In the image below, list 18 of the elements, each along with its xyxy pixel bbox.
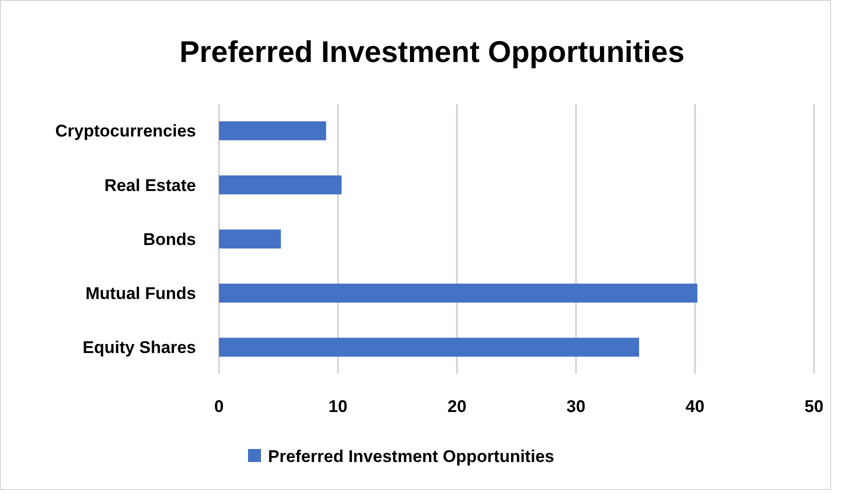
y-tick-label: Mutual Funds bbox=[86, 284, 196, 304]
x-tick-label: 40 bbox=[686, 397, 704, 416]
legend-label: Preferred Investment Opportunities bbox=[268, 446, 554, 466]
bar bbox=[219, 338, 640, 357]
bar bbox=[219, 230, 281, 248]
y-tick-label: Equity Shares bbox=[82, 338, 196, 358]
y-tick-label: Bonds bbox=[143, 230, 196, 249]
x-tick-label: 30 bbox=[566, 397, 586, 416]
chart-title: Preferred Investment Opportunities bbox=[179, 36, 685, 69]
x-tick-label: 0 bbox=[214, 397, 224, 416]
x-tick-label: 10 bbox=[328, 397, 348, 416]
bar bbox=[219, 121, 326, 140]
x-tick-label: 20 bbox=[448, 397, 466, 416]
x-tick-label: 50 bbox=[804, 397, 824, 416]
y-tick-label: Real Estate bbox=[104, 176, 196, 195]
bar bbox=[219, 175, 342, 194]
bar bbox=[219, 284, 698, 303]
y-tick-label: Cryptocurrencies bbox=[55, 122, 196, 141]
